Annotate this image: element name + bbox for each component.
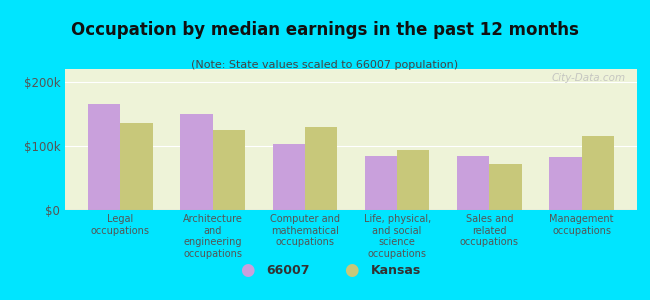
Bar [272, 144, 305, 210]
Bar [365, 155, 397, 210]
Text: 66007: 66007 [266, 263, 310, 277]
Bar [397, 150, 430, 210]
Bar [457, 155, 489, 210]
Bar [582, 136, 614, 210]
Bar [120, 124, 153, 210]
Bar [180, 114, 213, 210]
Bar [213, 130, 245, 210]
Text: Occupation by median earnings in the past 12 months: Occupation by median earnings in the pas… [71, 21, 579, 39]
Bar [305, 127, 337, 210]
Text: Kansas: Kansas [370, 263, 421, 277]
Text: (Note: State values scaled to 66007 population): (Note: State values scaled to 66007 popu… [192, 60, 458, 70]
Text: ●: ● [344, 261, 358, 279]
Text: ●: ● [240, 261, 254, 279]
Bar [489, 164, 522, 210]
Bar [88, 104, 120, 210]
Text: City-Data.com: City-Data.com [551, 73, 625, 83]
Bar [549, 157, 582, 210]
